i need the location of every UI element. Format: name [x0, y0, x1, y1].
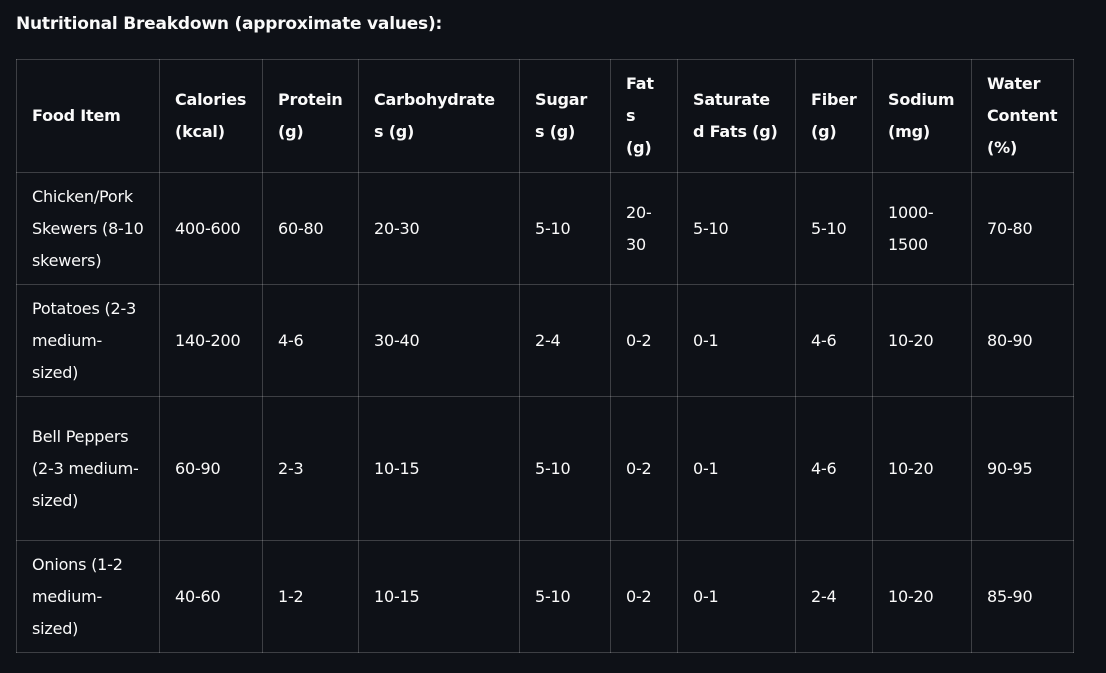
calories-cell: 140-200 — [159, 284, 263, 397]
calories-cell: 40-60 — [159, 540, 263, 653]
sodium-cell: 1000-1500 — [872, 172, 972, 285]
protein-cell: 2-3 — [262, 396, 359, 541]
table-row: Onions (1-2 medium-sized) 40-60 1-2 10-1… — [16, 540, 1074, 653]
saturated-fats-cell: 0-1 — [677, 396, 796, 541]
food-item-cell: Chicken/Pork Skewers (8-10 skewers) — [16, 172, 160, 285]
protein-cell: 60-80 — [262, 172, 359, 285]
fats-cell: 0-2 — [610, 396, 678, 541]
protein-cell: 4-6 — [262, 284, 359, 397]
protein-cell: 1-2 — [262, 540, 359, 653]
sodium-cell: 10-20 — [872, 540, 972, 653]
sugars-cell: 5-10 — [519, 172, 611, 285]
sodium-cell: 10-20 — [872, 396, 972, 541]
calories-cell: 400-600 — [159, 172, 263, 285]
fats-cell: 0-2 — [610, 284, 678, 397]
column-header-sugars: Sugars (g) — [519, 59, 611, 173]
column-header-saturated-fats: Saturated Fats (g) — [677, 59, 796, 173]
saturated-fats-cell: 0-1 — [677, 284, 796, 397]
fiber-cell: 4-6 — [795, 396, 873, 541]
carbohydrates-cell: 20-30 — [358, 172, 520, 285]
column-header-sodium: Sodium (mg) — [872, 59, 972, 173]
fiber-cell: 2-4 — [795, 540, 873, 653]
column-header-food-item: Food Item — [16, 59, 160, 173]
table-heading: Nutritional Breakdown (approximate value… — [16, 14, 443, 34]
food-item-cell: Onions (1-2 medium-sized) — [16, 540, 160, 653]
water-content-cell: 80-90 — [971, 284, 1074, 397]
column-header-carbohydrates: Carbohydrates (g) — [358, 59, 520, 173]
table-row: Potatoes (2-3 medium-sized) 140-200 4-6 … — [16, 284, 1074, 397]
table-row: Chicken/Pork Skewers (8-10 skewers) 400-… — [16, 172, 1074, 285]
fats-cell: 20-30 — [610, 172, 678, 285]
food-item-cell: Potatoes (2-3 medium-sized) — [16, 284, 160, 397]
fiber-cell: 4-6 — [795, 284, 873, 397]
carbohydrates-cell: 10-15 — [358, 540, 520, 653]
calories-cell: 60-90 — [159, 396, 263, 541]
fiber-cell: 5-10 — [795, 172, 873, 285]
column-header-calories: Calories (kcal) — [159, 59, 263, 173]
nutrition-table: Food Item Calories (kcal) Protein (g) Ca… — [16, 59, 1074, 653]
column-header-fats: Fats (g) — [610, 59, 678, 173]
fats-cell: 0-2 — [610, 540, 678, 653]
water-content-cell: 85-90 — [971, 540, 1074, 653]
table-row: Bell Peppers (2-3 medium-sized) 60-90 2-… — [16, 396, 1074, 541]
sugars-cell: 5-10 — [519, 540, 611, 653]
sugars-cell: 2-4 — [519, 284, 611, 397]
carbohydrates-cell: 10-15 — [358, 396, 520, 541]
food-item-cell: Bell Peppers (2-3 medium-sized) — [16, 396, 160, 541]
column-header-water-content: Water Content (%) — [971, 59, 1074, 173]
column-header-fiber: Fiber (g) — [795, 59, 873, 173]
saturated-fats-cell: 0-1 — [677, 540, 796, 653]
column-header-protein: Protein (g) — [262, 59, 359, 173]
water-content-cell: 90-95 — [971, 396, 1074, 541]
carbohydrates-cell: 30-40 — [358, 284, 520, 397]
table-header-row: Food Item Calories (kcal) Protein (g) Ca… — [16, 59, 1074, 173]
water-content-cell: 70-80 — [971, 172, 1074, 285]
saturated-fats-cell: 5-10 — [677, 172, 796, 285]
sugars-cell: 5-10 — [519, 396, 611, 541]
sodium-cell: 10-20 — [872, 284, 972, 397]
